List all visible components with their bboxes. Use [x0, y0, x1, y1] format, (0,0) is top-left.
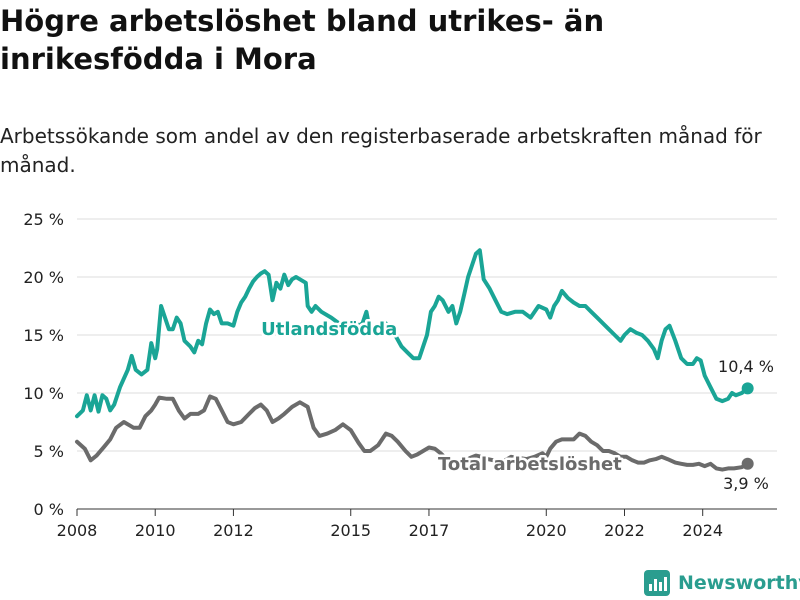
- utlandsfodda-series-label-halo: Utlandsfödda: [261, 319, 397, 340]
- x-tick-label: 2008: [57, 521, 98, 540]
- newsworthy-bar-chart-icon: [644, 570, 670, 596]
- total-end-point: [741, 457, 754, 470]
- utlandsfodda-end-label: 10,4 %: [718, 357, 774, 376]
- series-lines: [75, 248, 754, 472]
- y-tick-label: 0 %: [34, 500, 64, 519]
- utlandsfodda-series-label: Utlandsfödda: [261, 319, 397, 340]
- brand-logo: Newsworthy: [644, 568, 800, 598]
- x-tick-label: 2015: [330, 521, 371, 540]
- x-axis: 0 % 5 % 10 % 15 % 20 % 25 % 2008 2010 2012 2015 20…: [23, 210, 723, 540]
- x-tick-label: 2022: [604, 521, 645, 540]
- grid-lines: [77, 218, 777, 510]
- total-series-label-halo: Total arbetslöshet: [438, 454, 622, 475]
- x-tick-label: 2024: [682, 521, 723, 540]
- utlandsfodda-line: [75, 248, 750, 419]
- x-tick-label: 2010: [135, 521, 176, 540]
- x-tick-label: 2020: [526, 521, 567, 540]
- y-tick-label: 25 %: [23, 210, 64, 229]
- x-tick-label: 2017: [409, 521, 450, 540]
- y-tick-label: 5 %: [34, 442, 64, 461]
- y-tick-label: 15 %: [23, 326, 64, 345]
- total-line: [75, 394, 750, 472]
- total-series-label: Total arbetslöshet: [438, 454, 622, 475]
- x-tick-label: 2012: [213, 521, 254, 540]
- utlandsfodda-end-point: [741, 382, 754, 395]
- total-end-label: 3,9 %: [723, 474, 769, 493]
- y-tick-label: 10 %: [23, 384, 64, 403]
- chart-title: Högre arbetslöshet bland utrikes- än inr…: [0, 4, 605, 76]
- chart-subtitle: Arbetssökande som andel av den registerb…: [0, 124, 762, 177]
- brand-name: Newsworthy: [678, 572, 800, 594]
- y-tick-label: 20 %: [23, 268, 64, 287]
